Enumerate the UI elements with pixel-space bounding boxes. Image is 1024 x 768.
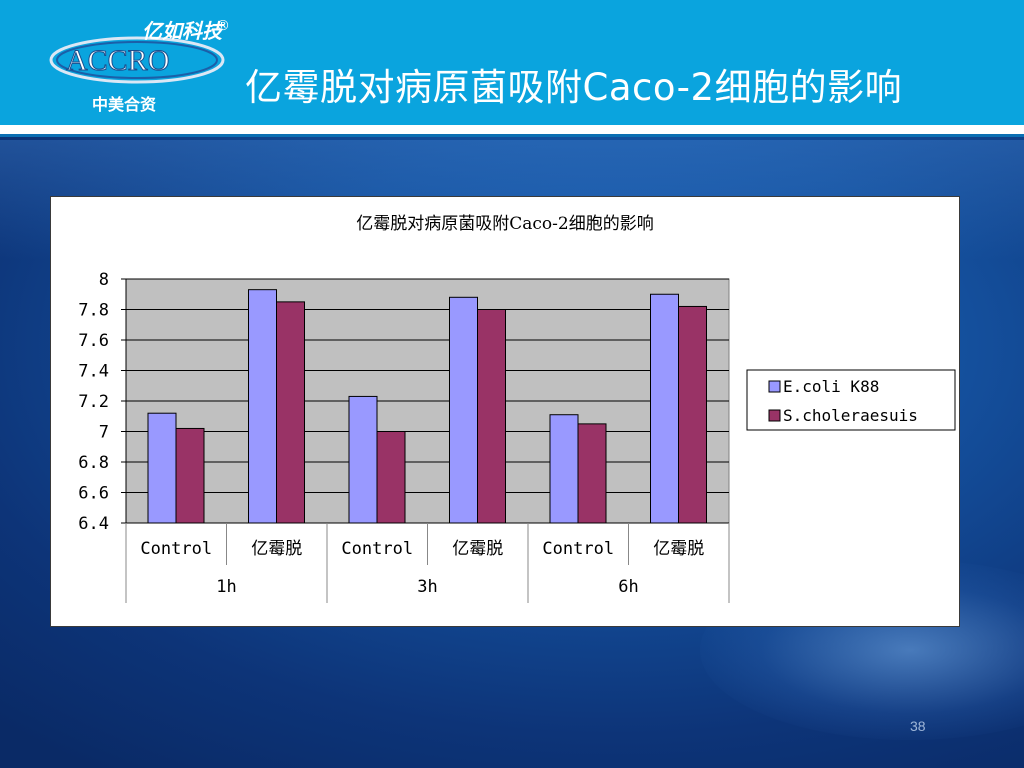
logo-brand-cn: 亿如科技 bbox=[142, 19, 225, 43]
chart-panel: 亿霉脱对病原菌吸附Caco-2细胞的影响 6.4 6.6 6.8 7 7.2 7.4 7.6 7… bbox=[50, 196, 960, 627]
y-tick-label: 6.6 bbox=[78, 484, 109, 504]
bar bbox=[650, 293, 679, 524]
y-tick-label: 7.4 bbox=[78, 362, 109, 382]
y-tick-label: 7.6 bbox=[78, 331, 109, 351]
chart-title: 亿霉脱对病原菌吸附Caco-2细胞的影响 bbox=[356, 214, 653, 234]
legend-label: E.coli K88 bbox=[783, 377, 879, 396]
header-divider-accent bbox=[0, 134, 1024, 137]
y-tick-label: 6.8 bbox=[78, 453, 109, 473]
bar bbox=[577, 423, 607, 524]
logo-registered-mark: ® bbox=[216, 18, 230, 34]
y-tick-label: 7 bbox=[99, 423, 109, 443]
bar bbox=[348, 395, 378, 524]
y-tick-label: 8 bbox=[99, 270, 109, 290]
x-group-label: 3h bbox=[417, 577, 437, 597]
bar bbox=[175, 427, 205, 524]
x-category-label: 亿霉脱 bbox=[251, 539, 302, 559]
x-category-label: 亿霉脱 bbox=[452, 539, 503, 559]
x-category-label: Control bbox=[542, 539, 614, 559]
accro-logo: 亿如科技 ® ACCRO 中美合资 bbox=[49, 18, 230, 114]
bar bbox=[449, 296, 478, 524]
x-group-label: 1h bbox=[216, 577, 236, 597]
legend-swatch bbox=[768, 380, 781, 393]
legend-swatch bbox=[768, 409, 781, 422]
x-category-label: Control bbox=[140, 539, 212, 559]
bar bbox=[549, 414, 579, 524]
x-group-label: 6h bbox=[618, 577, 638, 597]
logo-brand-en: ACCRO bbox=[66, 44, 169, 77]
legend-label: S.choleraesuis bbox=[783, 406, 918, 425]
legend-box bbox=[746, 369, 956, 431]
header-divider bbox=[0, 125, 1024, 134]
chart-svg: 亿霉脱对病原菌吸附Caco-2细胞的影响 6.4 6.6 6.8 7 7.2 7.4 7.6 7… bbox=[78, 214, 956, 603]
page-number: 38 bbox=[910, 718, 926, 734]
y-tick-label: 6.4 bbox=[78, 514, 109, 534]
y-tick-label: 7.8 bbox=[78, 301, 109, 321]
slide-header: 亿如科技 ® ACCRO 中美合资 亿霉脱对病原菌吸附Caco-2细胞的影响 bbox=[0, 0, 1024, 125]
x-category-label: Control bbox=[341, 539, 413, 559]
bar bbox=[276, 301, 305, 524]
bar bbox=[248, 289, 277, 524]
logo-subtitle: 中美合资 bbox=[92, 95, 156, 114]
bar bbox=[376, 431, 406, 524]
bar bbox=[477, 309, 506, 524]
slide-title: 亿霉脱对病原菌吸附Caco-2细胞的影响 bbox=[245, 66, 903, 109]
x-category-label: 亿霉脱 bbox=[653, 539, 704, 559]
bar bbox=[678, 305, 707, 524]
bar bbox=[147, 412, 177, 524]
y-tick-label: 7.2 bbox=[78, 392, 109, 412]
